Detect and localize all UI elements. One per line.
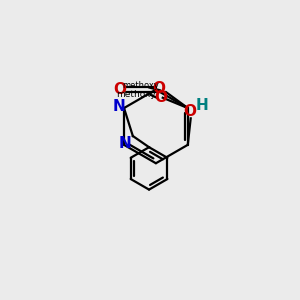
Text: O: O [154,90,167,105]
Text: O: O [153,81,166,96]
Text: O: O [184,104,196,119]
Text: N: N [119,136,132,151]
Text: O: O [113,82,127,97]
Text: methoxy: methoxy [122,81,159,90]
Text: methoxy: methoxy [116,90,156,99]
Text: N: N [112,99,125,114]
Text: H: H [196,98,208,113]
